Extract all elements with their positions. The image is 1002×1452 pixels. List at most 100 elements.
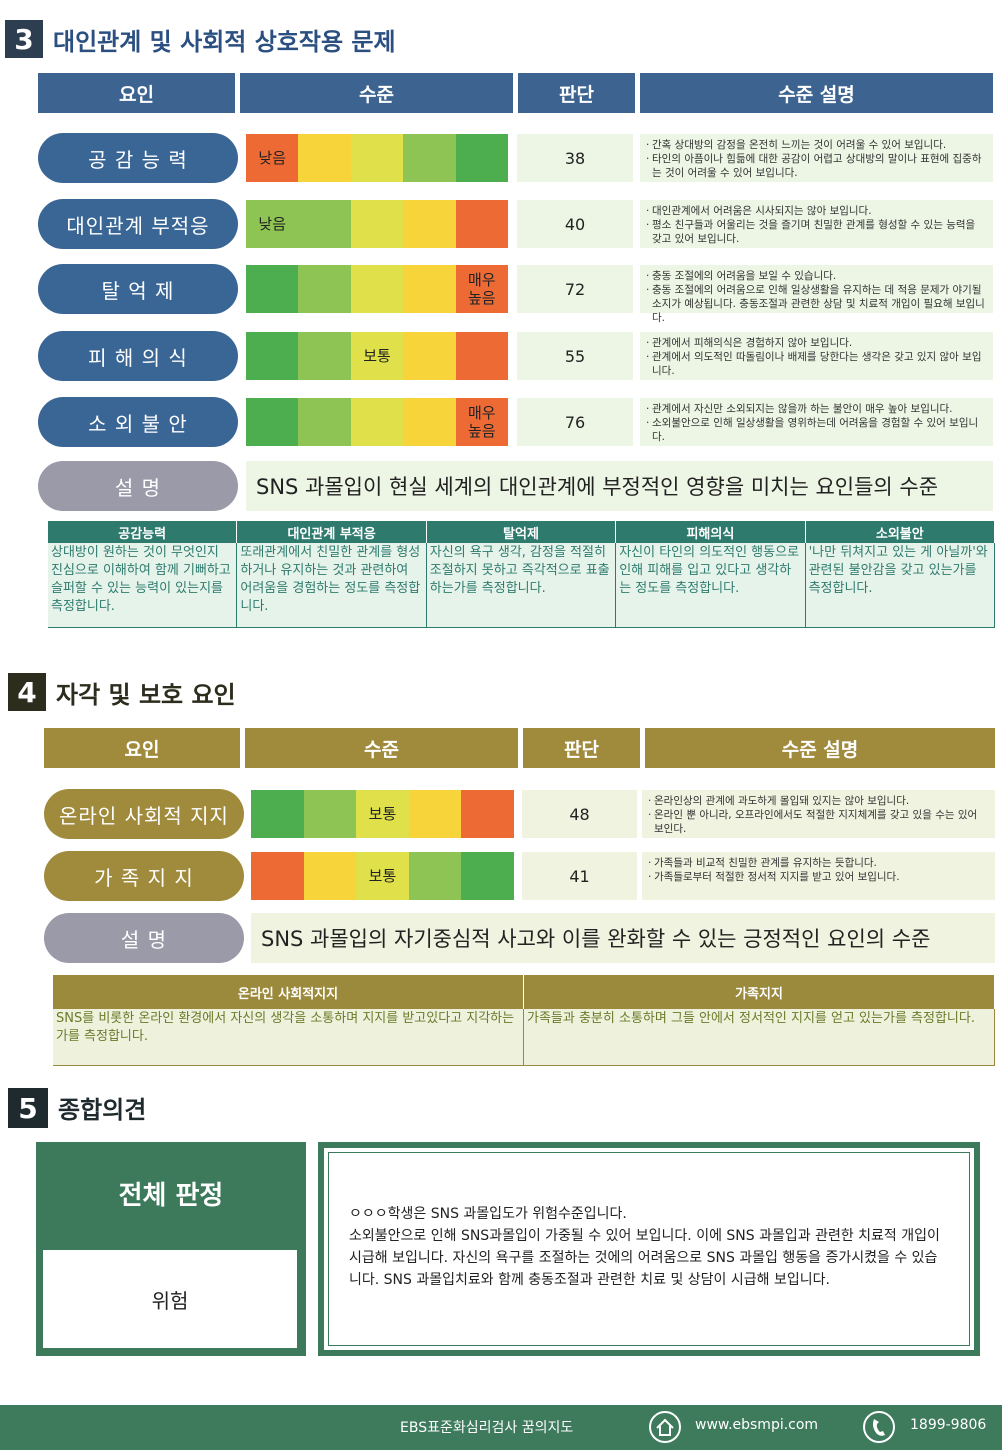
- level-cell: 낮음: [246, 200, 299, 248]
- level-cell: 매우 높음: [455, 398, 508, 446]
- description-line: 관계에서 피해의식은 경험하지 않아 보입니다.: [646, 336, 987, 350]
- factor-label: 소 외 불 안: [38, 397, 238, 447]
- level-description: 관계에서 자신만 소외되지는 않을까 하는 불안이 매우 높아 보입니다.소외불…: [640, 398, 993, 446]
- level-cell: [350, 265, 404, 313]
- factor-label: 피 해 의 식: [38, 331, 238, 381]
- score: 41: [522, 852, 637, 900]
- opinion: ㅇㅇㅇ학생은 SNS 과몰입도가 위험수준입니다. 소외불안으로 인해 SNS과…: [328, 1152, 970, 1346]
- level-cell: [461, 852, 514, 900]
- level-description: 온라인상의 관계에 과도하게 몰입돼 있지는 않아 보입니다.온라인 뿐 아니라…: [642, 790, 995, 838]
- level-cell: [298, 332, 351, 380]
- level-cell: [298, 398, 351, 446]
- level-cell: [455, 332, 508, 380]
- description-line: 간혹 상대방의 감정을 온전히 느끼는 것이 어려울 수 있어 보입니다.: [646, 138, 987, 152]
- description-line: 가족들과 비교적 친밀한 관계를 유지하는 듯합니다.: [648, 856, 989, 870]
- column-header: 판단: [518, 73, 635, 113]
- level-description: 관계에서 피해의식은 경험하지 않아 보입니다.관계에서 의도적인 따돌림이나 …: [640, 332, 993, 380]
- score: 48: [522, 790, 637, 838]
- section-number: 4: [8, 673, 46, 711]
- section-title: 종합의견: [58, 1095, 147, 1124]
- level-cell: [461, 790, 514, 838]
- level-cell: [455, 200, 508, 248]
- description-line: 관계에서 의도적인 따돌림이나 배제를 당한다는 생각은 갖고 있지 않아 보입…: [646, 350, 987, 378]
- score: 55: [517, 332, 633, 380]
- description-line: 대인관계에서 어려움은 시사되지는 않아 보입니다.: [646, 204, 987, 218]
- definition-header: 탈억제: [426, 521, 617, 543]
- home-icon: [649, 1411, 681, 1443]
- column-header: 수준 설명: [640, 73, 993, 113]
- level-cell: [408, 852, 462, 900]
- level-description: 충동 조절에의 어려움을 보일 수 있습니다.충동 조절에의 어려움으로 인해 …: [640, 265, 993, 324]
- column-header: 판단: [523, 728, 640, 768]
- level-cell: 보통: [350, 332, 404, 380]
- factor-label: 공 감 능 력: [38, 133, 238, 183]
- phone-icon: [863, 1411, 895, 1443]
- level-cell: [303, 790, 357, 838]
- column-header: 요인: [44, 728, 240, 768]
- description-line: 관계에서 자신만 소외되지는 않을까 하는 불안이 매우 높아 보입니다.: [646, 402, 987, 416]
- level-description: 간혹 상대방의 감정을 온전히 느끼는 것이 어려울 수 있어 보입니다.타인의…: [640, 134, 993, 182]
- description-line: 충동 조절에의 어려움으로 인해 일상생활을 유지하는 데 적응 문제가 야기될…: [646, 283, 987, 325]
- level-cell: [246, 265, 299, 313]
- definition-header: 소외불안: [805, 521, 995, 543]
- score: 40: [517, 200, 633, 248]
- level-cell: [403, 265, 456, 313]
- level-cell: 낮음: [246, 134, 299, 182]
- column-header: 요인: [38, 73, 235, 113]
- level-cell: [455, 134, 508, 182]
- phone: 1899-9806: [910, 1417, 987, 1433]
- level-cell: [246, 332, 299, 380]
- level-cell: [303, 852, 357, 900]
- level-cell: 보통: [356, 852, 409, 900]
- definition-text: SNS를 비롯한 온라인 환경에서 자신의 생각을 소통하며 지지를 받고있다고…: [53, 1009, 524, 1066]
- score: 76: [517, 398, 633, 446]
- description-line: 온라인 뿐 아니라, 오프라인에서도 적절한 지지체계를 갖고 있을 수는 있어…: [648, 808, 989, 836]
- section-number: 5: [8, 1088, 48, 1128]
- website[interactable]: www.ebsmpi.com: [695, 1417, 819, 1433]
- explanation-text: SNS 과몰입이 현실 세계의 대인관계에 부정적인 영향을 미치는 요인들의 …: [246, 461, 993, 511]
- score: 38: [517, 134, 633, 182]
- opinion-line: ㅇㅇㅇ학생은 SNS 과몰입도가 위험수준입니다.: [349, 1206, 627, 1222]
- level-cell: [298, 200, 351, 248]
- definition-text: '나만 뒤쳐지고 있는 게 아닐까'와 관련된 불안감을 갖고 있는가를 측정합…: [805, 543, 995, 628]
- factor-label: 대인관계 부적응: [38, 199, 238, 249]
- brand: EBS표준화심리검사 꿈의지도: [400, 1420, 574, 1436]
- level-cell: [251, 790, 304, 838]
- level-cell: 매우 높음: [455, 265, 508, 313]
- definition-text: 또래관계에서 친밀한 관계를 형성하거나 유지하는 것과 관련하여 어려움을 경…: [237, 543, 427, 628]
- section-number: 3: [5, 20, 43, 58]
- factor-label: 가 족 지 지: [44, 851, 244, 901]
- column-header: 수준 설명: [645, 728, 995, 768]
- score: 72: [517, 265, 633, 313]
- verdict-panel: 전체 판정 위험: [36, 1142, 306, 1356]
- verdict: 위험: [43, 1250, 297, 1348]
- level-cell: [350, 200, 404, 248]
- level-cell: [251, 852, 304, 900]
- level-cell: [350, 134, 404, 182]
- description-line: 가족들로부터 적절한 정서적 지지를 받고 있어 보입니다.: [648, 870, 989, 884]
- explanation-label: 설 명: [38, 461, 238, 511]
- level-cell: [403, 332, 456, 380]
- level-description: 가족들과 비교적 친밀한 관계를 유지하는 듯합니다.가족들로부터 적절한 정서…: [642, 852, 995, 900]
- definition-text: 가족들과 충분히 소통하며 그들 안에서 정서적인 지지를 얻고 있는가를 측정…: [524, 1009, 995, 1066]
- description-line: 타인의 아픔이나 힘듦에 대한 공감이 어렵고 상대방의 말이나 표현에 집중하…: [646, 152, 987, 180]
- level-cell: 보통: [356, 790, 409, 838]
- level-cell: [246, 398, 299, 446]
- definition-header: 대인관계 부적응: [237, 521, 427, 543]
- level-cell: [403, 134, 456, 182]
- factor-label: 탈 억 제: [38, 264, 238, 314]
- description-line: 평소 친구들과 어울리는 것을 즐기며 친밀한 관계를 형성할 수 있는 능력을…: [646, 218, 987, 246]
- level-cell: [350, 398, 404, 446]
- explanation-text: SNS 과몰입의 자기중심적 사고와 이를 완화할 수 있는 긍정적인 요인의 …: [251, 913, 995, 963]
- level-description: 대인관계에서 어려움은 시사되지는 않아 보입니다.평소 친구들과 어울리는 것…: [640, 200, 993, 248]
- section-title: 자각 및 보호 요인: [56, 680, 236, 709]
- definition-header: 가족지지: [524, 975, 995, 1009]
- level-cell: [298, 265, 351, 313]
- definition-header: 온라인 사회적지지: [53, 975, 524, 1009]
- description-line: 소외불안으로 인해 일상생활을 영위하는데 어려움을 경험할 수 있어 보입니다…: [646, 416, 987, 444]
- factor-label: 온라인 사회적 지지: [44, 789, 244, 839]
- column-header: 수준: [240, 73, 513, 113]
- description-line: 충동 조절에의 어려움을 보일 수 있습니다.: [646, 269, 987, 283]
- column-header: 수준: [245, 728, 518, 768]
